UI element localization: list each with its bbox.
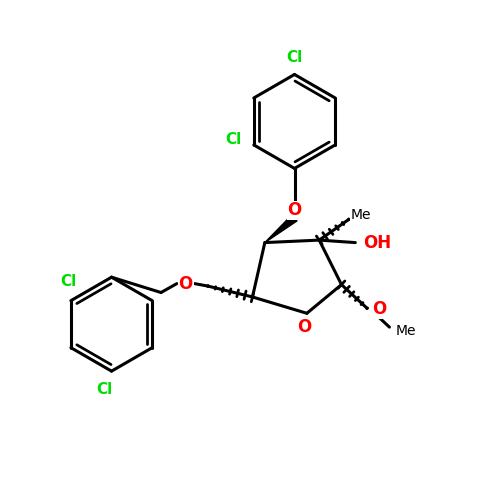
Text: Me: Me <box>396 324 416 338</box>
Text: Cl: Cl <box>96 382 112 398</box>
Text: Cl: Cl <box>225 132 241 148</box>
Text: Cl: Cl <box>286 50 302 64</box>
Polygon shape <box>265 215 297 242</box>
Text: OH: OH <box>363 234 391 252</box>
Text: Me: Me <box>351 208 372 222</box>
Text: O: O <box>288 202 302 220</box>
Text: O: O <box>372 300 386 318</box>
Text: O: O <box>298 318 312 336</box>
Text: O: O <box>178 274 193 292</box>
Text: Cl: Cl <box>60 274 76 289</box>
